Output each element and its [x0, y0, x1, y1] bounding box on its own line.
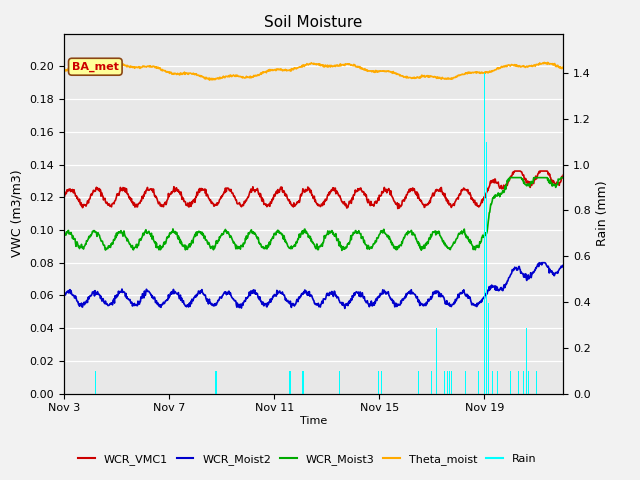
Bar	[497, 371, 498, 394]
Bar	[536, 371, 538, 394]
Bar	[451, 371, 452, 394]
Bar	[484, 73, 485, 394]
Bar	[215, 371, 216, 394]
Bar	[302, 371, 303, 394]
Y-axis label: VWC (m3/m3): VWC (m3/m3)	[11, 170, 24, 257]
Bar	[339, 371, 340, 394]
Bar	[95, 371, 96, 394]
X-axis label: Time: Time	[300, 416, 327, 426]
Bar	[449, 371, 451, 394]
Bar	[381, 371, 383, 394]
Bar	[509, 371, 511, 394]
Bar	[525, 328, 527, 394]
Bar	[465, 371, 467, 394]
Bar	[486, 142, 488, 394]
Bar	[478, 371, 479, 394]
Bar	[289, 371, 291, 394]
Bar	[378, 371, 380, 394]
Bar	[447, 371, 448, 394]
Bar	[488, 303, 489, 394]
Bar	[528, 371, 529, 394]
Bar	[523, 371, 524, 394]
Bar	[492, 371, 493, 394]
Bar	[431, 371, 433, 394]
Title: Soil Moisture: Soil Moisture	[264, 15, 363, 30]
Bar	[418, 371, 419, 394]
Bar	[444, 371, 445, 394]
Bar	[436, 328, 437, 394]
Legend: WCR_VMC1, WCR_Moist2, WCR_Moist3, Theta_moist, Rain: WCR_VMC1, WCR_Moist2, WCR_Moist3, Theta_…	[74, 450, 541, 469]
Bar	[518, 371, 519, 394]
Text: BA_met: BA_met	[72, 61, 119, 72]
Y-axis label: Rain (mm): Rain (mm)	[596, 181, 609, 246]
